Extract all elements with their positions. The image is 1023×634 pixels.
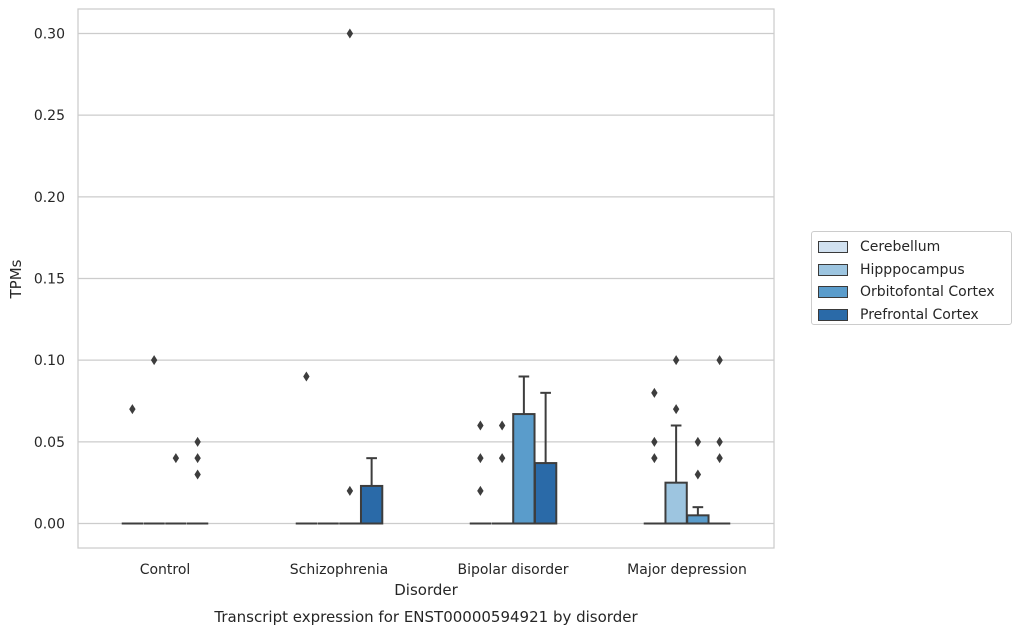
outlier-point: [477, 453, 484, 464]
y-tick-label: 0.20: [34, 190, 65, 206]
x-axis-label: Disorder: [394, 581, 458, 599]
outlier-point: [651, 453, 658, 464]
outlier-point: [498, 420, 506, 431]
y-tick-label: 0.10: [34, 353, 65, 369]
plot-frame: [77, 8, 775, 549]
outlier-point: [672, 404, 680, 415]
outlier-point: [477, 485, 484, 496]
outlier-point: [346, 485, 354, 496]
box: [664, 481, 688, 525]
outlier-point: [172, 453, 180, 464]
outlier-point: [651, 436, 658, 447]
outlier-point: [694, 436, 702, 447]
legend-swatch: [818, 286, 848, 299]
outlier-point: [194, 469, 201, 480]
y-axis-ticks: 0.00 0.05 0.10 0.15 0.20 0.25 0.30: [34, 27, 65, 533]
box-series: [121, 28, 731, 525]
outlier-point: [694, 469, 702, 480]
outlier-point: [150, 355, 158, 366]
chart-title: Transcript expression for ENST0000059492…: [213, 608, 638, 626]
legend-swatch: [818, 263, 848, 276]
legend-swatch: [818, 308, 848, 321]
x-tick-label: Major depression: [627, 562, 747, 578]
legend-label: Prefrontal Cortex: [860, 306, 979, 323]
y-tick-label: 0.00: [34, 517, 65, 533]
x-tick-label: Control: [140, 562, 191, 578]
outlier-point: [651, 387, 658, 398]
x-tick-label: Schizophrenia: [290, 562, 388, 578]
x-tick-label: Bipolar disorder: [457, 562, 568, 578]
legend-label: Cerebellum: [860, 239, 941, 256]
outlier-point: [346, 28, 354, 39]
outlier-point: [194, 453, 201, 464]
legend-item: Hipppocampus: [818, 259, 1011, 282]
outlier-point: [716, 436, 723, 447]
y-tick-label: 0.30: [34, 27, 65, 43]
outlier-point: [129, 404, 136, 415]
y-tick-label: 0.15: [34, 272, 65, 288]
box: [512, 413, 536, 525]
grid-lines: [78, 32, 774, 525]
y-tick-label: 0.05: [34, 435, 65, 451]
outlier-point: [716, 453, 723, 464]
box: [359, 484, 384, 525]
box: [533, 462, 558, 525]
legend-label: Orbitofontal Cortex: [860, 284, 995, 301]
x-axis-ticks: Control Schizophrenia Bipolar disorder Majo…: [140, 562, 747, 578]
outlier-point: [194, 436, 201, 447]
legend-item: Cerebellum: [818, 236, 1011, 259]
outlier-point: [498, 453, 506, 464]
outlier-point: [716, 355, 723, 366]
outlier-point: [477, 420, 484, 431]
box: [686, 514, 710, 525]
y-axis-label: TPMs: [7, 259, 25, 299]
legend-item: Prefrontal Cortex: [818, 304, 1011, 327]
outlier-point: [672, 355, 680, 366]
outlier-point: [303, 371, 310, 382]
legend-swatch: [818, 241, 848, 254]
y-tick-label: 0.25: [34, 108, 65, 124]
legend-item: Orbitofontal Cortex: [818, 281, 1011, 304]
legend: Cerebellum Hipppocampus Orbitofontal Corte…: [811, 231, 1012, 325]
legend-label: Hipppocampus: [860, 261, 965, 278]
